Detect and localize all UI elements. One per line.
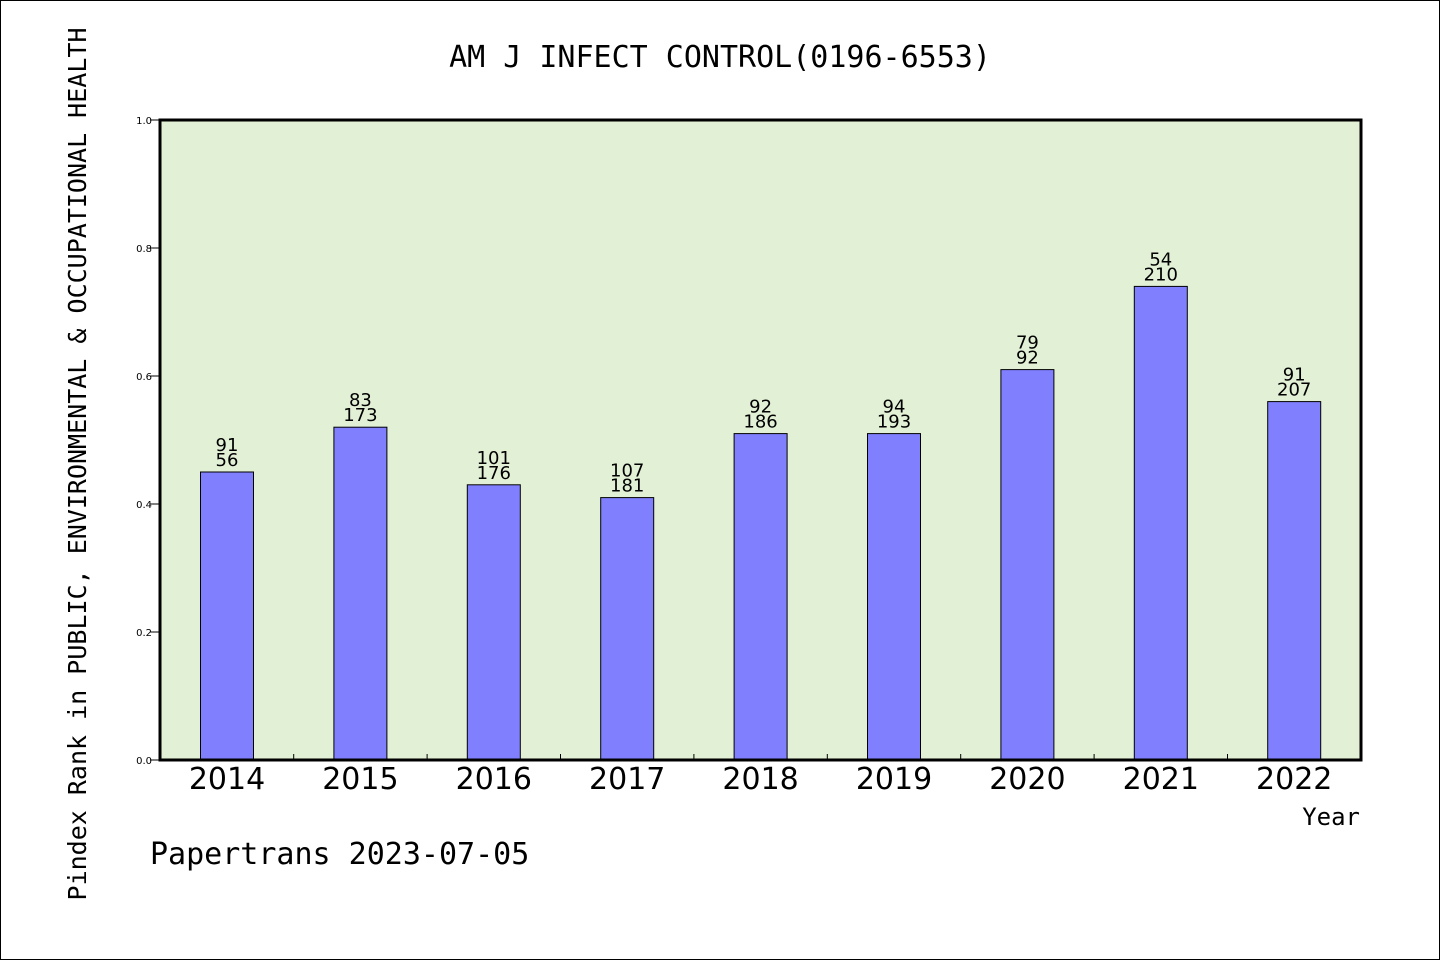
y-axis-label: Pindex Rank in PUBLIC, ENVIRONMENTAL & O… [63, 28, 92, 901]
bar-label-top: 79 [1016, 333, 1039, 354]
bar-label-bottom: 186 [743, 412, 777, 433]
bar [1133, 285, 1188, 761]
bar-label-top: 101 [477, 448, 511, 469]
bar-label-top: 91 [216, 435, 239, 456]
bar-label-bottom: 193 [877, 412, 911, 433]
ticks-group: 0.0 0.2 0.4 0.6 0.8 1.0 2014 2015 2016 2017 2018 20… [136, 116, 1332, 797]
bar-label-top: 94 [883, 397, 906, 418]
y-tick-label: 0.8 [136, 244, 152, 255]
chart-title: AM J INFECT CONTROL(0196-6553) [449, 40, 991, 75]
x-tick-label: 2020 [989, 762, 1065, 797]
bar [600, 497, 655, 761]
bar-label-bottom: 181 [610, 476, 644, 497]
bar-label-top: 83 [349, 390, 372, 411]
bar [1000, 369, 1055, 761]
bar-label-bottom: 207 [1277, 380, 1311, 401]
bar-label-top: 54 [1149, 249, 1172, 270]
bar-label-bottom: 176 [477, 463, 511, 484]
x-tick-label: 2016 [456, 762, 532, 797]
x-tick-label: 2022 [1256, 762, 1332, 797]
x-tick-label: 2018 [722, 762, 798, 797]
plot-border [158, 118, 1363, 762]
footer-text: Papertrans 2023-07-05 [150, 837, 529, 872]
bar-label-top: 92 [749, 397, 772, 418]
bar-label-top: 91 [1283, 365, 1306, 386]
bar [200, 471, 254, 761]
bar-label-top: 107 [610, 461, 644, 482]
x-tick-label: 2017 [589, 762, 665, 797]
bar [733, 433, 788, 761]
bar-label-bottom: 173 [343, 405, 377, 426]
bar [1267, 401, 1322, 761]
x-tick-label: 2021 [1123, 762, 1199, 797]
bar-label-bottom: 92 [1016, 348, 1039, 369]
y-tick-label: 1.0 [136, 116, 152, 127]
y-tick-label: 0.6 [136, 372, 152, 383]
bar-label-bottom: 210 [1144, 264, 1178, 285]
bar-label-bottom: 56 [216, 450, 239, 471]
x-axis-label: Year [1302, 803, 1360, 831]
bar [466, 484, 521, 761]
bar [333, 426, 388, 761]
y-tick-label: 0.0 [136, 756, 152, 767]
x-tick-label: 2015 [322, 762, 398, 797]
y-tick-label: 0.2 [136, 628, 152, 639]
bar [867, 433, 921, 761]
x-tick-label: 2019 [856, 762, 932, 797]
x-tick-label: 2014 [189, 762, 265, 797]
y-tick-label: 0.4 [136, 500, 152, 511]
